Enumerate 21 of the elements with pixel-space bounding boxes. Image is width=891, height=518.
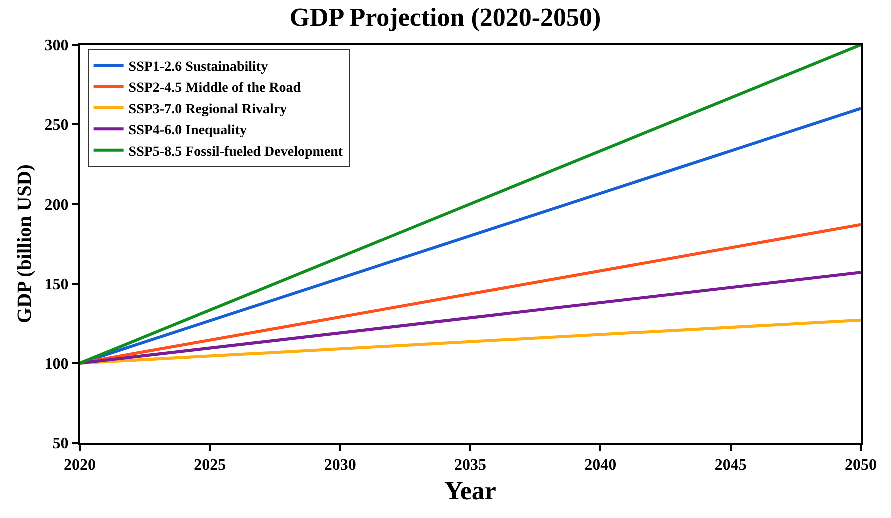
x-tick-label: 2040 [584, 457, 617, 474]
x-tick-label: 2030 [324, 457, 356, 474]
legend-label: SSP1-2.6 Sustainability [128, 60, 268, 76]
x-tick-label: 2050 [845, 457, 877, 474]
y-tick-label: 300 [44, 38, 69, 55]
legend-label: SSP4-6.0 Inequality [128, 124, 248, 139]
y-tick-label: 250 [44, 117, 69, 134]
x-tick-label: 2020 [64, 457, 96, 474]
legend-label: SSP2-4.5 Middle of the Road [128, 81, 302, 96]
x-tick-label: 2025 [194, 457, 226, 474]
y-tick-label: 100 [44, 356, 69, 373]
legend-label: SSP3-7.0 Regional Rivalry [128, 102, 288, 118]
y-tick-label: 150 [44, 276, 69, 294]
x-tick-label: 2035 [454, 457, 486, 474]
legend-label: SSP5-8.5 Fossil-fueled Development [128, 144, 344, 160]
y-tick-label: 50 [52, 436, 69, 453]
y-axis-title: GDP (billion USD) [14, 164, 36, 324]
x-tick-label: 2045 [714, 457, 747, 474]
x-axis-title: Year [444, 476, 496, 506]
chart-title: GDP Projection (2020-2050) [290, 2, 602, 32]
y-tick-label: 200 [44, 196, 69, 214]
